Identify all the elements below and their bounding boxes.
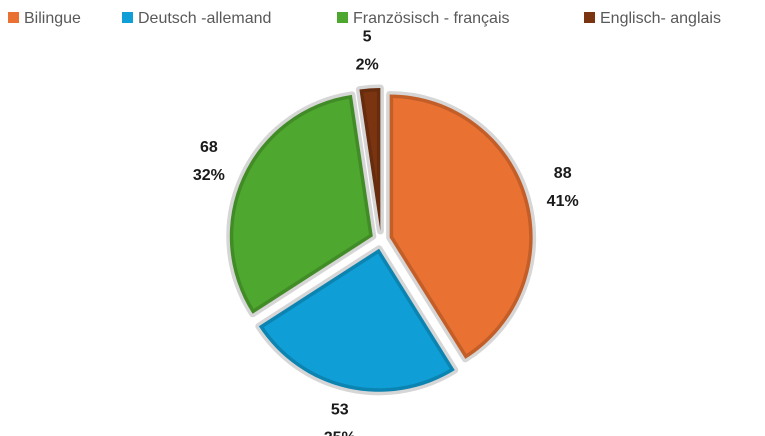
data-label: 88 [554,165,572,182]
pie-slice-border [386,91,537,363]
data-label: 5 [363,29,372,46]
data-label-percent: 25% [324,430,356,436]
pie-slice-border [226,91,377,318]
pie-slice [229,94,373,314]
data-label: 53 [331,402,349,419]
data-label-percent: 2% [356,57,379,74]
pie-slice-border [355,84,384,235]
data-label: 68 [200,139,218,156]
legend-swatch [122,12,133,23]
legend-label: Englisch- anglais [600,10,721,27]
legend-swatch [8,12,19,23]
pie-slice [389,94,533,359]
legend-swatch [584,12,595,23]
legend-label: Französisch - français [353,10,510,27]
data-label-percent: 41% [547,193,579,210]
legend-swatch [337,12,348,23]
legend-label: Bilingue [24,10,81,27]
data-label-percent: 32% [193,167,225,184]
pie-slice-border [255,245,459,396]
legend-label: Deutsch -allemand [138,10,271,27]
pie-slice [359,88,381,232]
pie-slice [258,248,455,392]
